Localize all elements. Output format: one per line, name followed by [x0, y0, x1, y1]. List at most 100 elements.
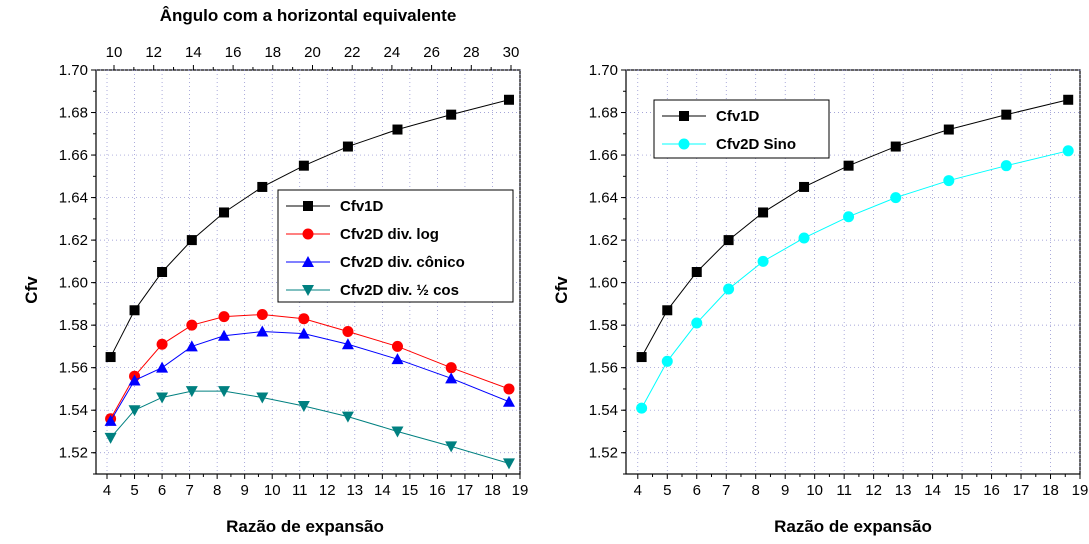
- top-tick-label: 10: [106, 44, 123, 61]
- x-tick-label: 4: [103, 482, 111, 499]
- data-point: [1001, 109, 1012, 120]
- legend-label: Cfv1D: [340, 198, 384, 215]
- x-tick-label: 12: [319, 482, 336, 499]
- data-point: [662, 305, 673, 316]
- data-point: [186, 319, 198, 331]
- data-point: [186, 235, 197, 246]
- data-point: [256, 392, 269, 404]
- data-point: [445, 362, 457, 374]
- y-tick-label: 1.70: [59, 62, 88, 79]
- data-point: [157, 267, 168, 277]
- x-tick-label: 13: [895, 482, 912, 499]
- y-tick-label: 1.66: [59, 147, 88, 164]
- x-tick-label: 19: [512, 482, 529, 499]
- x-tick-label: 13: [346, 482, 363, 499]
- data-point: [503, 383, 515, 395]
- data-point: [1000, 160, 1012, 172]
- legend-marker: [302, 256, 314, 267]
- data-point: [341, 411, 354, 423]
- x-tick-label: 17: [457, 482, 474, 499]
- data-point: [1062, 145, 1074, 157]
- x-tick-label: 17: [1013, 482, 1030, 499]
- data-point: [691, 267, 702, 277]
- x-tick-label: 8: [752, 482, 760, 499]
- data-point: [218, 386, 231, 398]
- data-point: [503, 94, 514, 105]
- data-point: [636, 352, 647, 363]
- top-axis-title: Ângulo com a horizontal equivalente: [160, 6, 457, 25]
- data-point: [128, 374, 141, 386]
- data-point: [256, 325, 269, 337]
- data-point: [758, 207, 769, 218]
- data-point: [391, 340, 403, 352]
- y-tick-label: 1.66: [589, 147, 618, 164]
- data-point: [798, 232, 810, 244]
- top-tick-label: 22: [344, 44, 361, 61]
- x-axis-label: Razão de expansão: [226, 517, 384, 536]
- x-tick-label: 5: [130, 482, 138, 499]
- data-point: [298, 313, 310, 325]
- data-point: [943, 124, 954, 135]
- data-point: [890, 141, 901, 152]
- data-point: [128, 405, 141, 417]
- data-point: [342, 326, 354, 338]
- x-tick-label: 12: [865, 482, 882, 499]
- x-tick-label: 18: [1042, 482, 1059, 499]
- y-tick-label: 1.62: [589, 232, 618, 249]
- x-tick-label: 19: [1072, 482, 1089, 499]
- x-axis-label: Razão de expansão: [774, 517, 932, 536]
- x-tick-label: 14: [374, 482, 391, 499]
- x-tick-label: 18: [484, 482, 501, 499]
- data-point: [342, 141, 353, 152]
- y-tick-label: 1.52: [59, 445, 88, 462]
- x-tick-label: 16: [429, 482, 446, 499]
- top-tick-label: 20: [304, 44, 321, 61]
- legend-marker: [302, 285, 314, 296]
- top-tick-label: 24: [384, 44, 401, 61]
- data-point: [445, 372, 458, 384]
- top-tick-label: 12: [145, 44, 162, 61]
- y-tick-label: 1.56: [589, 360, 618, 377]
- x-tick-label: 6: [158, 482, 166, 499]
- data-point: [799, 181, 810, 192]
- y-tick-label: 1.68: [589, 105, 618, 122]
- legend-label: Cfv2D div. cônico: [340, 254, 465, 271]
- x-tick-label: 15: [402, 482, 419, 499]
- data-point: [1063, 94, 1074, 105]
- data-point: [391, 353, 404, 365]
- data-point: [757, 255, 769, 267]
- top-tick-label: 16: [225, 44, 242, 61]
- data-point: [104, 414, 117, 426]
- x-tick-label: 5: [663, 482, 671, 499]
- data-point: [104, 432, 117, 444]
- data-point: [890, 192, 902, 204]
- legend-label: Cfv2D Sino: [716, 136, 796, 153]
- data-point: [691, 317, 703, 329]
- legend-marker: [678, 138, 690, 150]
- data-point: [341, 338, 354, 350]
- y-tick-label: 1.58: [589, 317, 618, 334]
- legend-label: Cfv1D: [716, 108, 760, 125]
- data-point: [661, 355, 673, 367]
- y-tick-label: 1.60: [59, 275, 88, 292]
- x-tick-label: 7: [722, 482, 730, 499]
- data-point: [445, 441, 458, 453]
- data-point: [297, 327, 310, 339]
- data-point: [218, 311, 230, 323]
- x-tick-label: 6: [693, 482, 701, 499]
- legend-label: Cfv2D div. ½ cos: [340, 282, 459, 299]
- legend-marker: [302, 228, 314, 240]
- y-tick-label: 1.54: [59, 402, 88, 419]
- data-point: [636, 402, 648, 414]
- y-tick-label: 1.54: [589, 402, 618, 419]
- data-point: [843, 211, 855, 223]
- data-point: [502, 395, 515, 407]
- data-point: [298, 160, 309, 171]
- data-point: [218, 329, 231, 341]
- data-point: [843, 160, 854, 171]
- top-tick-label: 18: [264, 44, 281, 61]
- data-point: [297, 400, 310, 412]
- data-point: [219, 207, 230, 218]
- x-tick-label: 11: [836, 482, 852, 499]
